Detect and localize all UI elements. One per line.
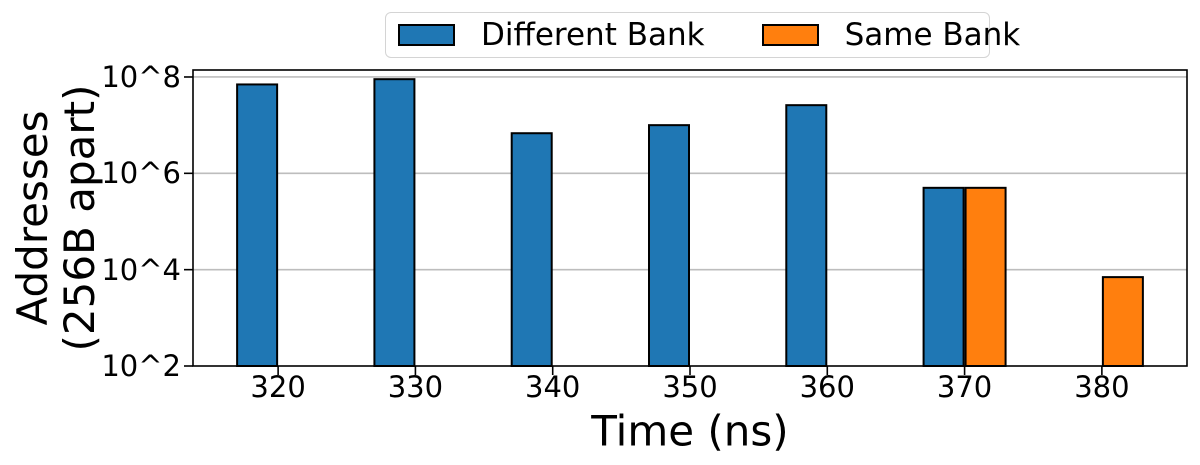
x-tick-label-330: 330 bbox=[387, 370, 444, 404]
y-tick-label-10^8: 10^8 bbox=[101, 59, 181, 94]
y-tick-label-10^2: 10^2 bbox=[101, 349, 181, 383]
x-tick-label-340: 340 bbox=[525, 370, 581, 404]
y-tick-label-10^6: 10^6 bbox=[101, 156, 181, 191]
x-axis-label: Time (ns) bbox=[591, 406, 789, 456]
legend-label-different-bank: Different Bank bbox=[481, 17, 705, 53]
bar-same-bank-380 bbox=[1101, 276, 1144, 367]
x-tick-label-350: 350 bbox=[662, 370, 718, 404]
legend-swatch-same-bank bbox=[761, 24, 819, 46]
x-tick-label-320: 320 bbox=[250, 370, 306, 404]
bar-different-bank-370 bbox=[922, 186, 965, 367]
x-tick-label-360: 360 bbox=[799, 370, 855, 404]
x-tick-label-370: 370 bbox=[936, 370, 993, 404]
bar-different-bank-330 bbox=[373, 78, 416, 368]
legend-swatch-different-bank bbox=[398, 24, 455, 46]
legend-item-same-bank: Same Bank bbox=[761, 17, 1021, 53]
legend: Different Bank Same Bank bbox=[385, 12, 1020, 58]
legend-item-different-bank: Different Bank bbox=[398, 18, 705, 52]
y-axis-label: Addresses (256B apart) bbox=[8, 84, 104, 352]
y-tick-label-10^4: 10^4 bbox=[101, 252, 181, 287]
bar-different-bank-340 bbox=[510, 132, 553, 367]
legend-label-same-bank: Same Bank bbox=[844, 17, 1021, 53]
bar-different-bank-350 bbox=[648, 124, 690, 368]
x-tick-label-380: 380 bbox=[1074, 370, 1130, 404]
bar-different-bank-320 bbox=[236, 83, 279, 368]
bar-same-bank-370 bbox=[964, 186, 1007, 367]
bar-different-bank-360 bbox=[785, 104, 828, 368]
